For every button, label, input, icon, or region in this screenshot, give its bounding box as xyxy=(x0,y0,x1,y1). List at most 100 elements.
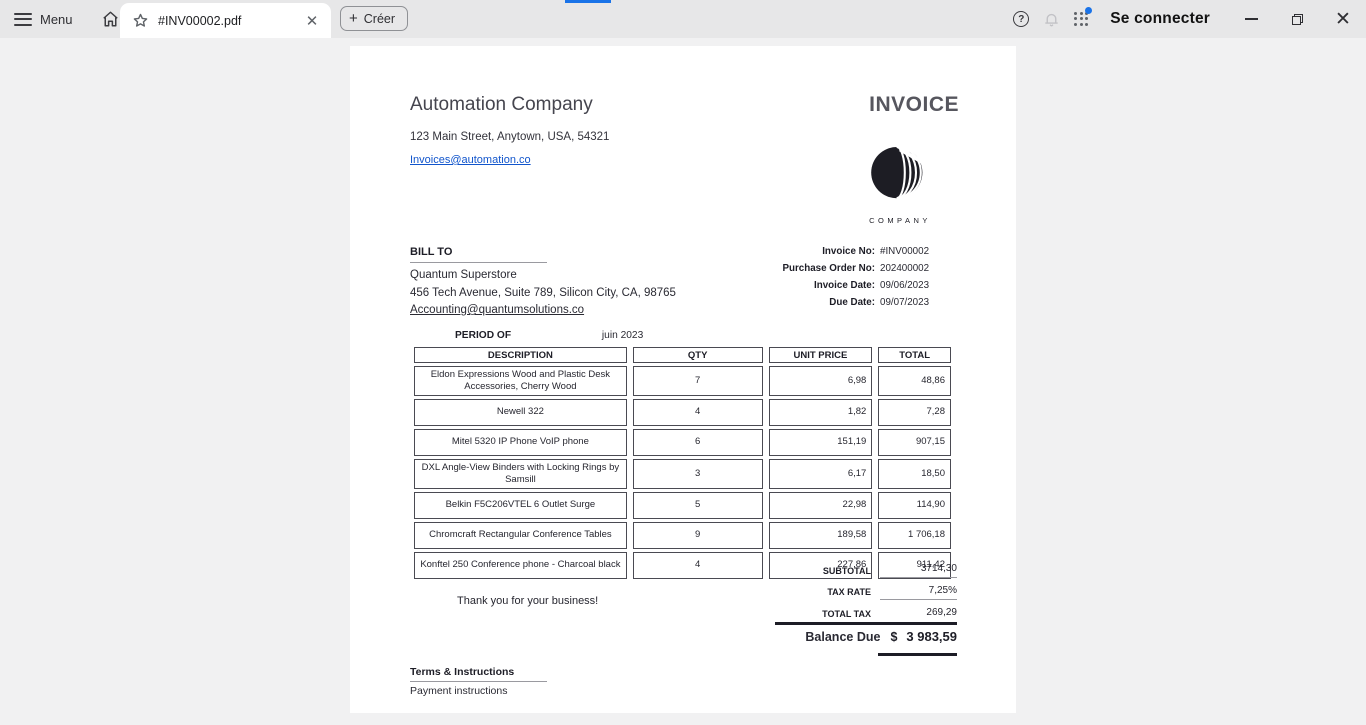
item-description: Newell 322 xyxy=(414,398,627,426)
item-description: DXL Angle-View Binders with Locking Ring… xyxy=(414,458,627,489)
totals-value: 7,25% xyxy=(880,585,957,600)
column-header: UNIT PRICE xyxy=(768,347,873,363)
pdf-page: Automation Company 123 Main Street, Anyt… xyxy=(350,46,1016,713)
meta-value: #INV00002 xyxy=(880,246,930,257)
item-unit-price: 6,98 xyxy=(768,366,873,396)
meta-label: Invoice Date: xyxy=(814,280,875,291)
item-total: 907,15 xyxy=(878,428,951,456)
thank-you-message: Thank you for your business! xyxy=(457,595,599,607)
totals-row: SUBTOTAL 3714,30 xyxy=(745,560,957,582)
apps-grid-icon xyxy=(1073,7,1093,27)
star-icon[interactable] xyxy=(132,12,149,29)
item-unit-price: 227,86 xyxy=(768,551,873,579)
menu-button[interactable]: Menu xyxy=(0,12,73,27)
window-minimize-button[interactable] xyxy=(1228,0,1274,38)
meta-label: Due Date: xyxy=(829,297,875,308)
table-header-row: DESCRIPTION QTY UNIT PRICE TOTAL xyxy=(414,347,951,363)
meta-value: 202400002 xyxy=(880,263,930,274)
table-row: Chromcraft Rectangular Conference Tables… xyxy=(414,521,951,549)
progress-indicator xyxy=(565,0,611,3)
balance-rule-bottom xyxy=(878,653,957,656)
table-row: Newell 322 4 1,82 7,28 xyxy=(414,398,951,426)
invoice-meta: Invoice No: #INV00002 Purchase Order No: 20… xyxy=(745,243,960,311)
item-description: Eldon Expressions Wood and Plastic Desk … xyxy=(414,366,627,396)
totals-value: 3714,30 xyxy=(880,563,957,579)
bill-to-label: BILL TO xyxy=(410,246,547,263)
item-unit-price: 151,19 xyxy=(768,428,873,456)
item-qty: 6 xyxy=(632,428,763,456)
bill-to-name: Quantum Superstore xyxy=(410,269,517,281)
create-button[interactable]: + Créer xyxy=(340,6,409,31)
table-row: Konftel 250 Conference phone - Charcoal … xyxy=(414,551,951,579)
item-description: Chromcraft Rectangular Conference Tables xyxy=(414,521,627,549)
invoice-meta-row: Purchase Order No: 202400002 xyxy=(745,260,960,277)
toolbar: Menu #INV00002.pdf ✕ + Créer ? Se connec… xyxy=(0,0,1366,38)
bill-to-address: 456 Tech Avenue, Suite 789, Silicon City… xyxy=(410,287,676,299)
table-row: DXL Angle-View Binders with Locking Ring… xyxy=(414,458,951,489)
meta-label: Purchase Order No: xyxy=(782,263,875,274)
item-qty: 9 xyxy=(632,521,763,549)
item-unit-price: 189,58 xyxy=(768,521,873,549)
close-icon: ✕ xyxy=(1335,8,1351,30)
invoice-title: INVOICE xyxy=(869,93,959,116)
bill-to-section: BILL TO Quantum Superstore 456 Tech Aven… xyxy=(410,242,690,316)
terms-label: Terms & Instructions xyxy=(410,666,547,682)
terms-value: Payment instructions xyxy=(410,685,508,697)
balance-due-row: Balance Due $ 3 983,59 xyxy=(745,629,957,644)
item-description: Mitel 5320 IP Phone VoIP phone xyxy=(414,428,627,456)
item-total: 1 706,18 xyxy=(878,521,951,549)
column-header: DESCRIPTION xyxy=(414,347,627,363)
terms-section: Terms & Instructions Payment instruction… xyxy=(410,662,547,697)
help-icon: ? xyxy=(1013,11,1030,27)
item-description: Belkin F5C206VTEL 6 Outlet Surge xyxy=(414,491,627,519)
apps-button[interactable] xyxy=(1066,4,1096,34)
totals-section: SUBTOTAL 3714,30 TAX RATE 7,25% TOTAL TAX 269… xyxy=(745,560,957,625)
period-row: PERIOD OF juin 2023 xyxy=(455,330,643,341)
meta-value: 09/06/2023 xyxy=(880,280,930,291)
notification-dot xyxy=(1085,7,1093,14)
totals-label: SUBTOTAL xyxy=(822,565,871,576)
plus-icon: + xyxy=(349,10,358,27)
logo-caption: COMPANY xyxy=(869,216,931,225)
totals-row: TOTAL TAX 269,29 xyxy=(745,603,957,625)
column-header: TOTAL xyxy=(878,347,951,363)
company-email-link[interactable]: Invoices@automation.co xyxy=(410,154,531,166)
column-header: QTY xyxy=(632,347,763,363)
period-label: PERIOD OF xyxy=(455,330,512,341)
balance-due-label: Balance Due xyxy=(805,629,881,644)
home-button[interactable] xyxy=(97,5,125,33)
bill-to-email-link[interactable]: Accounting@quantumsolutions.co xyxy=(410,304,585,316)
notifications-button[interactable] xyxy=(1036,4,1066,34)
item-unit-price: 1,82 xyxy=(768,398,873,426)
minimize-icon xyxy=(1244,18,1258,20)
line-items-table: DESCRIPTION QTY UNIT PRICE TOTAL Eldon Expr… xyxy=(408,344,957,582)
home-icon xyxy=(103,11,118,27)
signin-button[interactable]: Se connecter xyxy=(1110,10,1210,27)
meta-value: 09/07/2023 xyxy=(880,297,930,308)
tab-title: #INV00002.pdf xyxy=(158,13,242,28)
invoice-meta-row: Due Date: 09/07/2023 xyxy=(745,294,960,311)
totals-value: 269,29 xyxy=(926,606,957,618)
document-tab[interactable]: #INV00002.pdf ✕ xyxy=(120,3,331,38)
restore-icon xyxy=(1291,13,1303,25)
item-qty: 4 xyxy=(632,398,763,426)
menu-label: Menu xyxy=(40,11,73,27)
meta-label: Invoice No: xyxy=(822,246,875,257)
company-address: 123 Main Street, Anytown, USA, 54321 xyxy=(410,131,610,143)
help-button[interactable]: ? xyxy=(1006,4,1036,34)
period-value: juin 2023 xyxy=(601,330,644,341)
window-close-button[interactable]: ✕ xyxy=(1320,0,1366,38)
item-qty: 7 xyxy=(632,366,763,396)
invoice-meta-row: Invoice No: #INV00002 xyxy=(745,243,960,260)
item-qty: 4 xyxy=(632,551,763,579)
tab-close-icon[interactable]: ✕ xyxy=(305,12,319,30)
table-row: Eldon Expressions Wood and Plastic Desk … xyxy=(414,366,951,396)
window-restore-button[interactable] xyxy=(1274,0,1320,38)
item-unit-price: 22,98 xyxy=(768,491,873,519)
hamburger-icon xyxy=(14,12,32,26)
logo-icon xyxy=(871,145,927,200)
company-logo: COMPANY xyxy=(853,142,947,225)
item-qty: 3 xyxy=(632,458,763,489)
item-qty: 5 xyxy=(632,491,763,519)
totals-label: TOTAL TAX xyxy=(822,608,871,619)
